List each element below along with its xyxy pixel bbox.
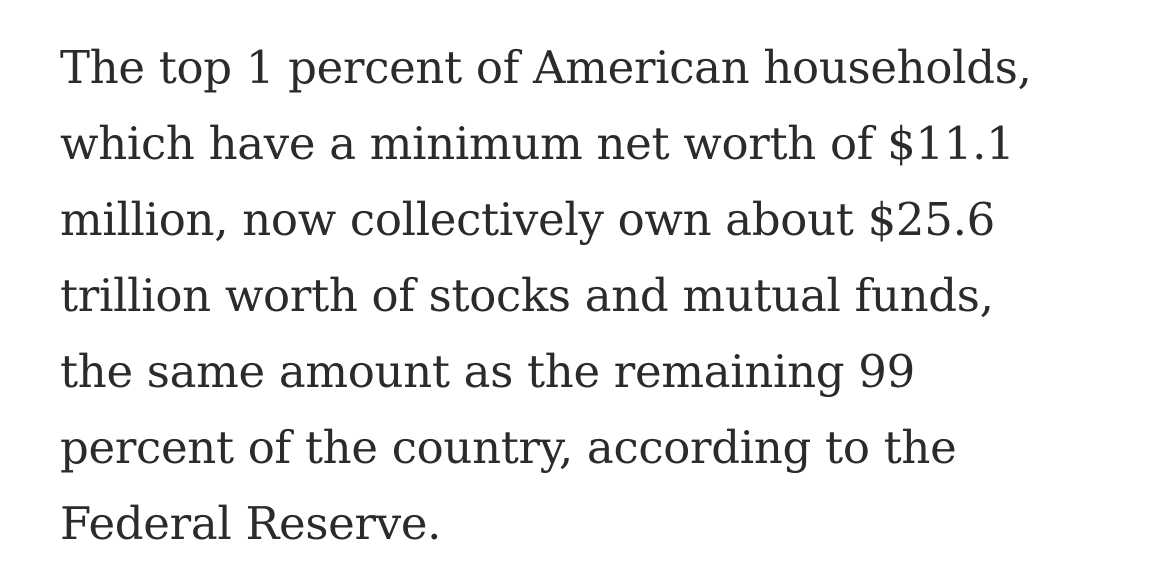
paragraph-line-4: trillion worth of stocks and mutual fund… (60, 269, 994, 322)
paragraph-line-6: percent of the country, according to the (60, 421, 957, 474)
article-paragraph: The top 1 percent of American households… (60, 30, 1150, 562)
paragraph-line-3: million, now collectively own about $25.… (60, 193, 995, 246)
paragraph-line-5: the same amount as the remaining 99 (60, 345, 915, 398)
paragraph-line-7: Federal Reserve. (60, 497, 442, 550)
paragraph-line-2: which have a minimum net worth of $11.1 (60, 117, 1015, 170)
paragraph-line-1: The top 1 percent of American households… (60, 41, 1032, 94)
